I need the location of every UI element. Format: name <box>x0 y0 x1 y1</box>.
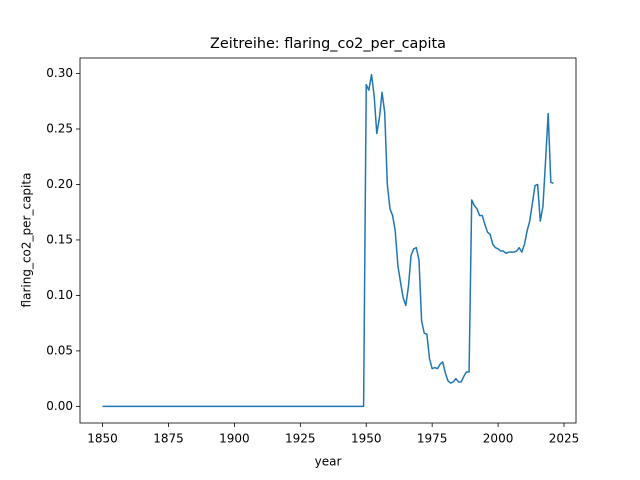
x-tick-label: 2025 <box>549 432 580 446</box>
x-tick-label: 1850 <box>87 432 118 446</box>
x-tick-label: 1975 <box>417 432 448 446</box>
x-tick-label: 1875 <box>153 432 184 446</box>
y-tick-label: 0.05 <box>46 343 73 357</box>
y-tick-label: 0.30 <box>46 66 73 80</box>
y-tick-label: 0.10 <box>46 288 73 302</box>
y-tick-label: 0.00 <box>46 399 73 413</box>
y-tick-label: 0.20 <box>46 177 73 191</box>
plot-frame <box>79 57 577 424</box>
data-line <box>102 73 554 408</box>
x-tick-label: 1950 <box>351 432 382 446</box>
x-axis-label: year <box>315 455 342 469</box>
chart-title: Zeitreihe: flaring_co2_per_capita <box>210 36 446 52</box>
x-tick-label: 1900 <box>219 432 250 446</box>
x-tick-label: 2000 <box>483 432 514 446</box>
y-axis-label: flaring_co2_per_capita <box>20 173 34 308</box>
y-tick-label: 0.15 <box>46 232 73 246</box>
x-tick-label: 1925 <box>285 432 316 446</box>
y-tick-label: 0.25 <box>46 122 73 136</box>
